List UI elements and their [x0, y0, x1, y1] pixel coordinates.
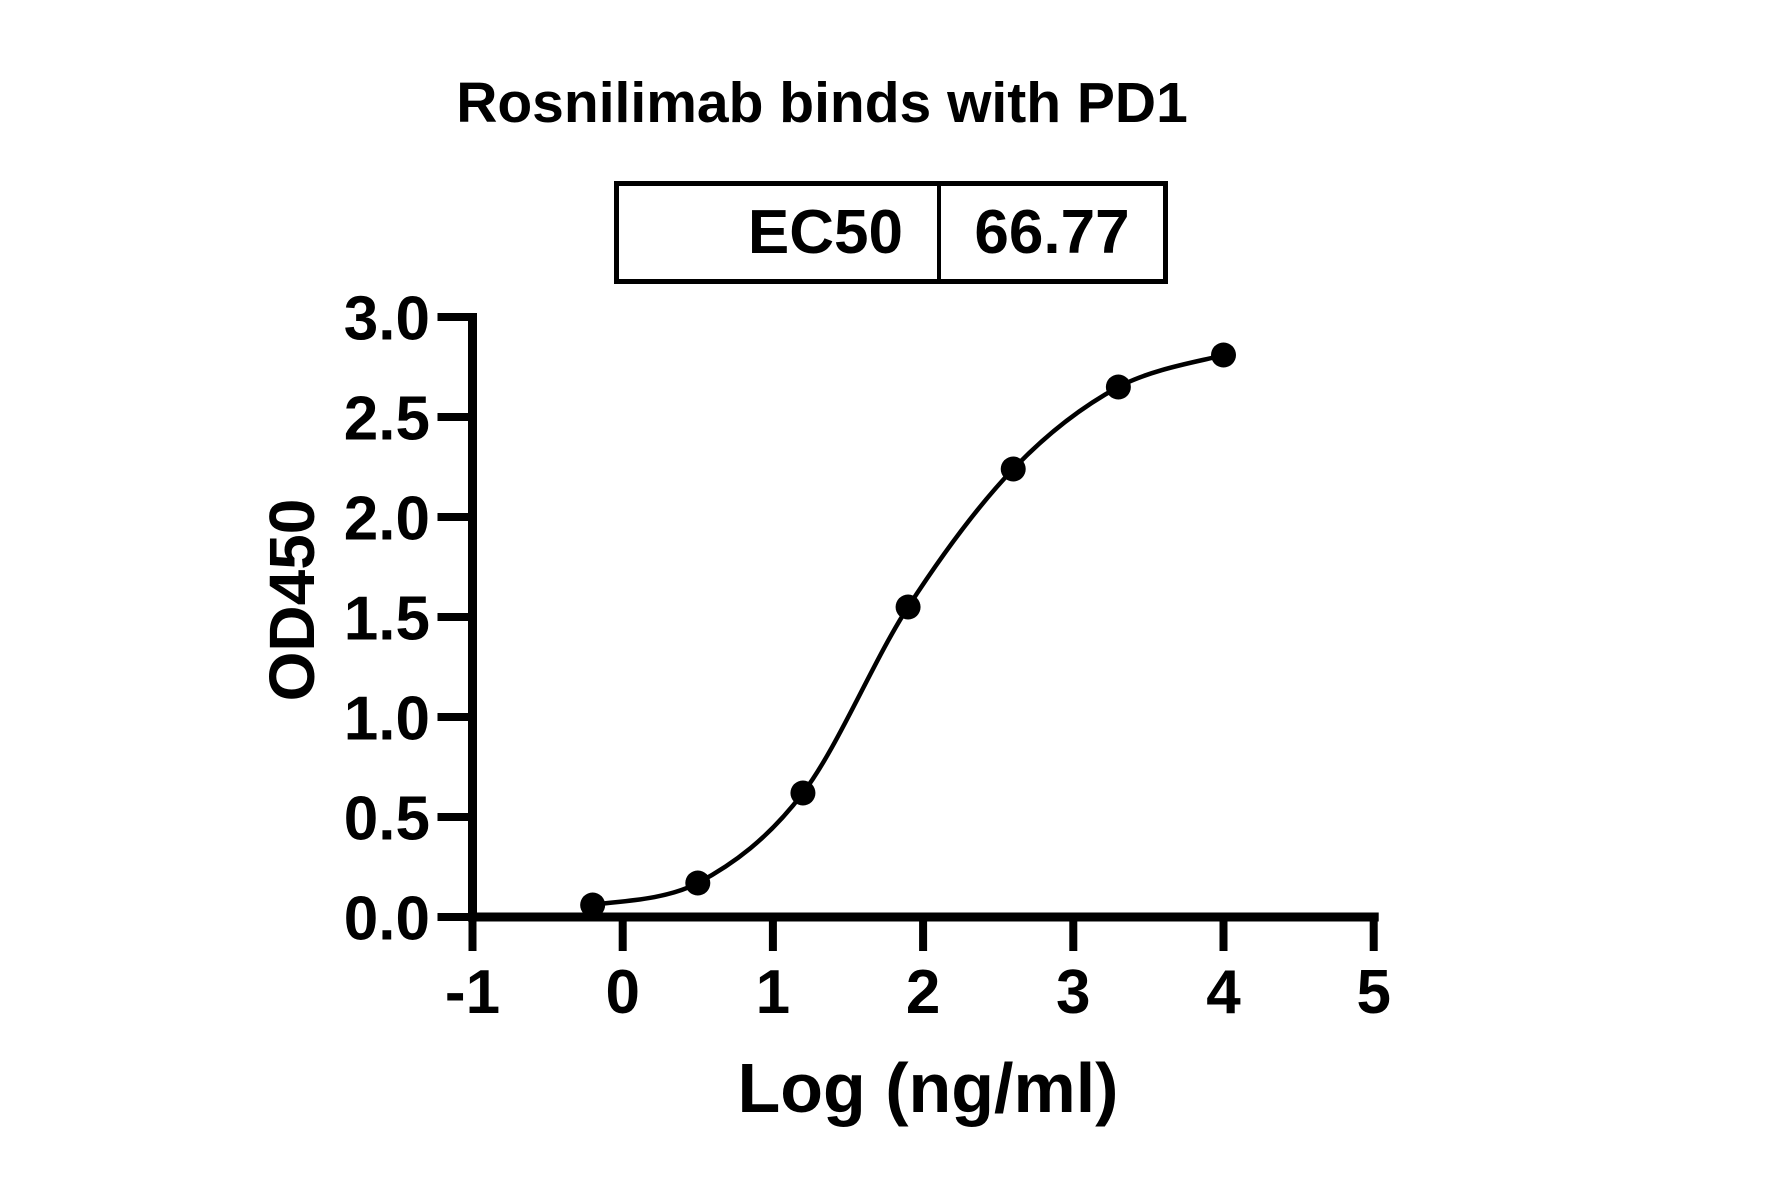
data-point — [1000, 456, 1026, 482]
x-tick-label: 5 — [1356, 958, 1390, 1027]
ec50-table-value-cell: 66.77 — [974, 198, 1130, 267]
fit-curve — [592, 352, 1225, 908]
y-tick-label: 3.0 — [344, 284, 430, 353]
x-tick-label: -1 — [445, 958, 500, 1027]
data-point — [1105, 374, 1131, 400]
y-axis-title: OD450 — [256, 499, 328, 702]
ec50-table: EC50 66.77 — [614, 181, 1168, 284]
chart-title: Rosnilimab binds with PD1 — [456, 71, 1188, 135]
y-tick-label: 2.0 — [344, 484, 430, 553]
x-tick-label: 0 — [605, 958, 639, 1027]
x-tick-label: 2 — [906, 958, 940, 1027]
x-tick-label: 3 — [1056, 958, 1090, 1027]
x-tick-label: 1 — [756, 958, 790, 1027]
y-tick-label: 2.5 — [344, 384, 430, 453]
data-point — [895, 594, 921, 620]
y-tick-label: 0.5 — [344, 784, 430, 853]
data-point — [580, 892, 606, 918]
data-point — [685, 870, 711, 896]
x-axis-title: Log (ng/ml) — [737, 1049, 1118, 1127]
data-point — [1211, 342, 1236, 368]
y-tick-label: 0.0 — [344, 884, 430, 953]
ec50-table-label-cell: EC50 — [619, 186, 941, 279]
y-tick-label: 1.0 — [344, 684, 430, 753]
y-tick-label: 1.5 — [344, 584, 430, 653]
x-tick-label: 4 — [1206, 958, 1241, 1027]
data-point — [790, 780, 816, 806]
